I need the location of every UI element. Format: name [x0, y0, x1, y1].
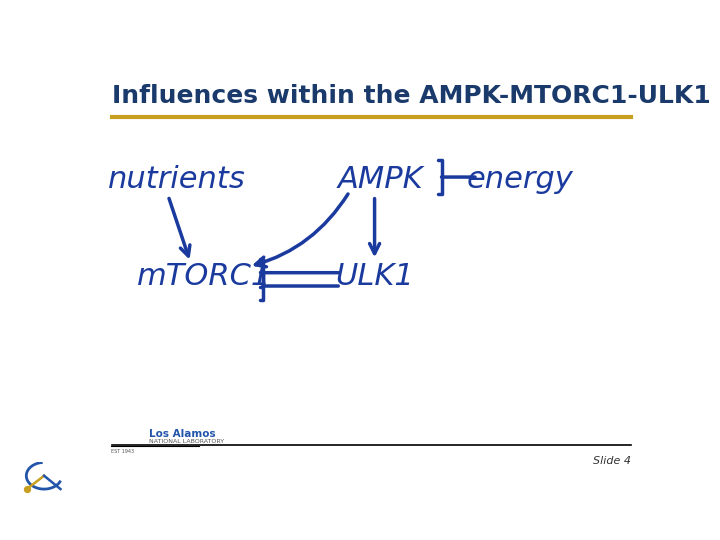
Text: AMPK: AMPK: [338, 165, 423, 194]
Text: ULK1: ULK1: [336, 262, 414, 292]
Text: NATIONAL LABORATORY: NATIONAL LABORATORY: [148, 440, 224, 444]
Text: Influences within the AMPK-MTORC1-ULK1 network: Influences within the AMPK-MTORC1-ULK1 n…: [112, 84, 720, 109]
Text: mTORC1: mTORC1: [138, 262, 271, 292]
Text: nutrients: nutrients: [107, 165, 246, 194]
Point: [21, 485, 32, 494]
Text: Slide 4: Slide 4: [593, 456, 631, 465]
Text: EST 1943: EST 1943: [111, 449, 135, 454]
Text: Los Alamos: Los Alamos: [148, 429, 215, 439]
Text: energy: energy: [467, 165, 573, 194]
